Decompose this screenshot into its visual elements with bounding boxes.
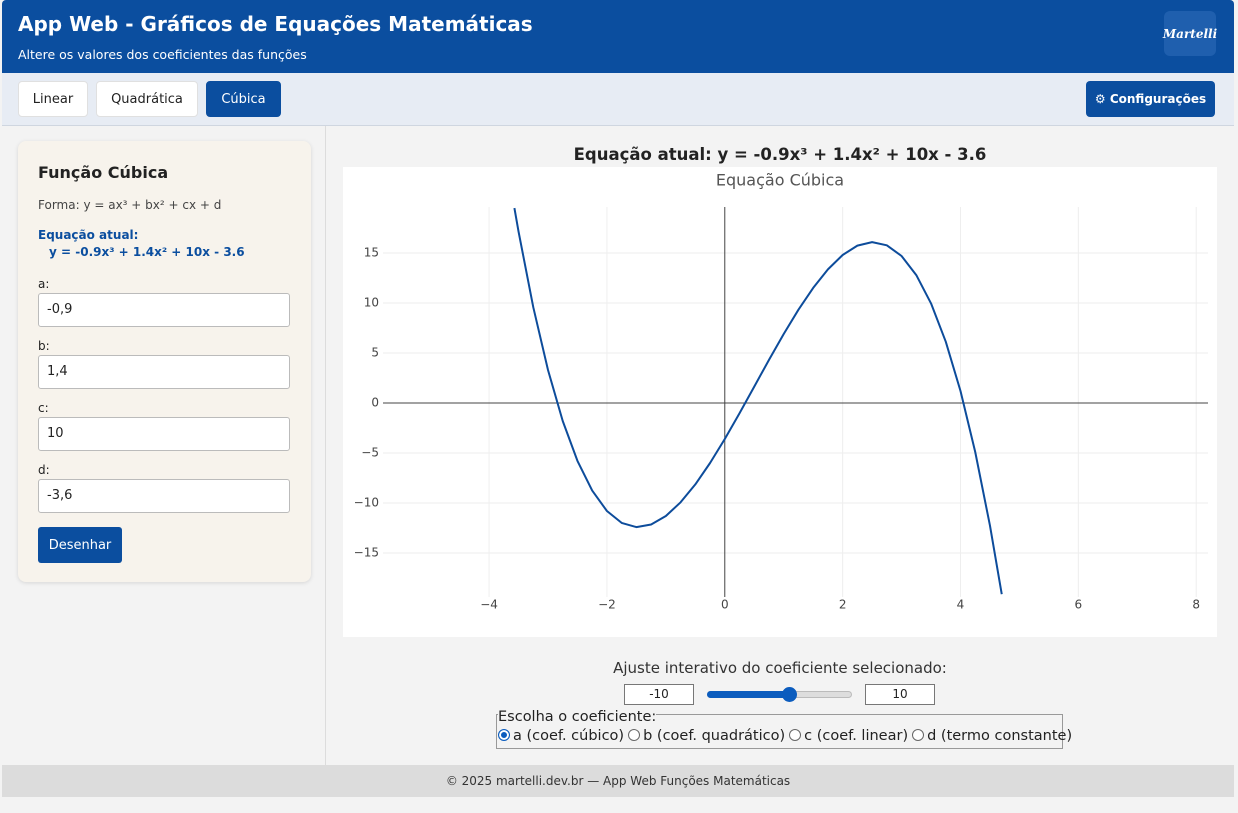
option-label: b (coef. quadrático): [643, 728, 786, 744]
field-label: a:: [38, 277, 50, 291]
tab[interactable]: Linear: [18, 81, 88, 117]
radio-option[interactable]: d (termo constante): [912, 728, 1072, 744]
min-box[interactable]: -10: [624, 684, 694, 705]
radio-option[interactable]: a (coef. cúbico): [498, 728, 624, 744]
card: Função Cúbica Forma: y = ax³ + bx² + cx …: [18, 141, 311, 582]
draw-button[interactable]: Desenhar: [38, 527, 122, 563]
x-tick-label: 0: [721, 598, 729, 612]
coefficient-group: Escolha o coeficiente: a (coef. cúbico) …: [496, 709, 1072, 749]
form-text: Forma: y = ax³ + bx² + cx + d: [38, 198, 222, 212]
tab[interactable]: Quadrática: [96, 81, 198, 117]
tab-bar: Linear Quadrática Cúbica ⚙ Configurações: [2, 73, 1234, 126]
field-input[interactable]: -0,9: [38, 293, 290, 327]
option-label: a (coef. cúbico): [513, 728, 625, 744]
main-equation: Equação atual: y = -0.9x³ + 1.4x² + 10x …: [573, 145, 987, 164]
radio-option[interactable]: c (coef. linear): [789, 728, 908, 744]
field-input[interactable]: 10: [38, 417, 290, 451]
field-input[interactable]: 1,4: [38, 355, 290, 389]
y-tick-label: −5: [361, 446, 379, 460]
header: App Web - Gráficos de Equações Matemátic…: [2, 0, 1234, 73]
x-tick-label: 2: [839, 598, 847, 612]
footer: © 2025 martelli.dev.br — App Web Funções…: [2, 765, 1234, 797]
equation: y = -0.9x³ + 1.4x² + 10x - 3.6: [49, 245, 245, 259]
field-input[interactable]: -3,6: [38, 479, 290, 513]
max-box[interactable]: 10: [865, 684, 935, 705]
equation-label: Equação atual:: [38, 228, 139, 242]
option-label: d (termo constante): [927, 728, 1073, 744]
logo[interactable]: Martelli: [1163, 11, 1217, 56]
x-tick-label: 6: [1075, 598, 1083, 612]
chart-title: Equação Cúbica: [716, 171, 844, 190]
card-title: Função Cúbica: [38, 163, 169, 182]
options: a (coef. cúbico) b (coef. quadrático) c …: [498, 728, 1072, 744]
x-tick-label: −4: [480, 598, 498, 612]
tab[interactable]: Cúbica: [206, 81, 281, 117]
y-tick-label: −10: [354, 496, 379, 510]
field-label: d:: [38, 463, 50, 477]
x-tick-label: 4: [957, 598, 965, 612]
settings-button[interactable]: ⚙ Configurações: [1086, 81, 1215, 117]
curve: [513, 207, 1003, 595]
field-label: b:: [38, 339, 50, 353]
chart: Equação Cúbica −15 −10 −5 0 5 10 15 −4 −2 0 2 4 6 8: [343, 167, 1217, 637]
y-tick-label: −15: [354, 546, 379, 560]
app-subtitle: Altere os valores dos coeficientes das f…: [18, 47, 307, 62]
x-tick-label: 8: [1192, 598, 1200, 612]
option-label: c (coef. linear): [804, 728, 909, 744]
y-tick-label: 0: [371, 396, 379, 410]
y-tick-label: 10: [364, 296, 379, 310]
radio-option[interactable]: b (coef. quadrático): [628, 728, 785, 744]
side-panel: Função Cúbica Forma: y = ax³ + bx² + cx …: [2, 126, 326, 765]
x-tick-label: −2: [598, 598, 616, 612]
app-title: App Web - Gráficos de Equações Matemátic…: [18, 12, 533, 36]
group-legend: Escolha o coeficiente:: [498, 709, 657, 725]
slider-knob[interactable]: [782, 687, 797, 702]
field-label: c:: [38, 401, 49, 415]
slider-label: Ajuste interativo do coeficiente selecio…: [613, 659, 947, 677]
y-tick-label: 5: [371, 346, 379, 360]
y-tick-label: 15: [364, 246, 379, 260]
slider-fill: [707, 691, 790, 698]
